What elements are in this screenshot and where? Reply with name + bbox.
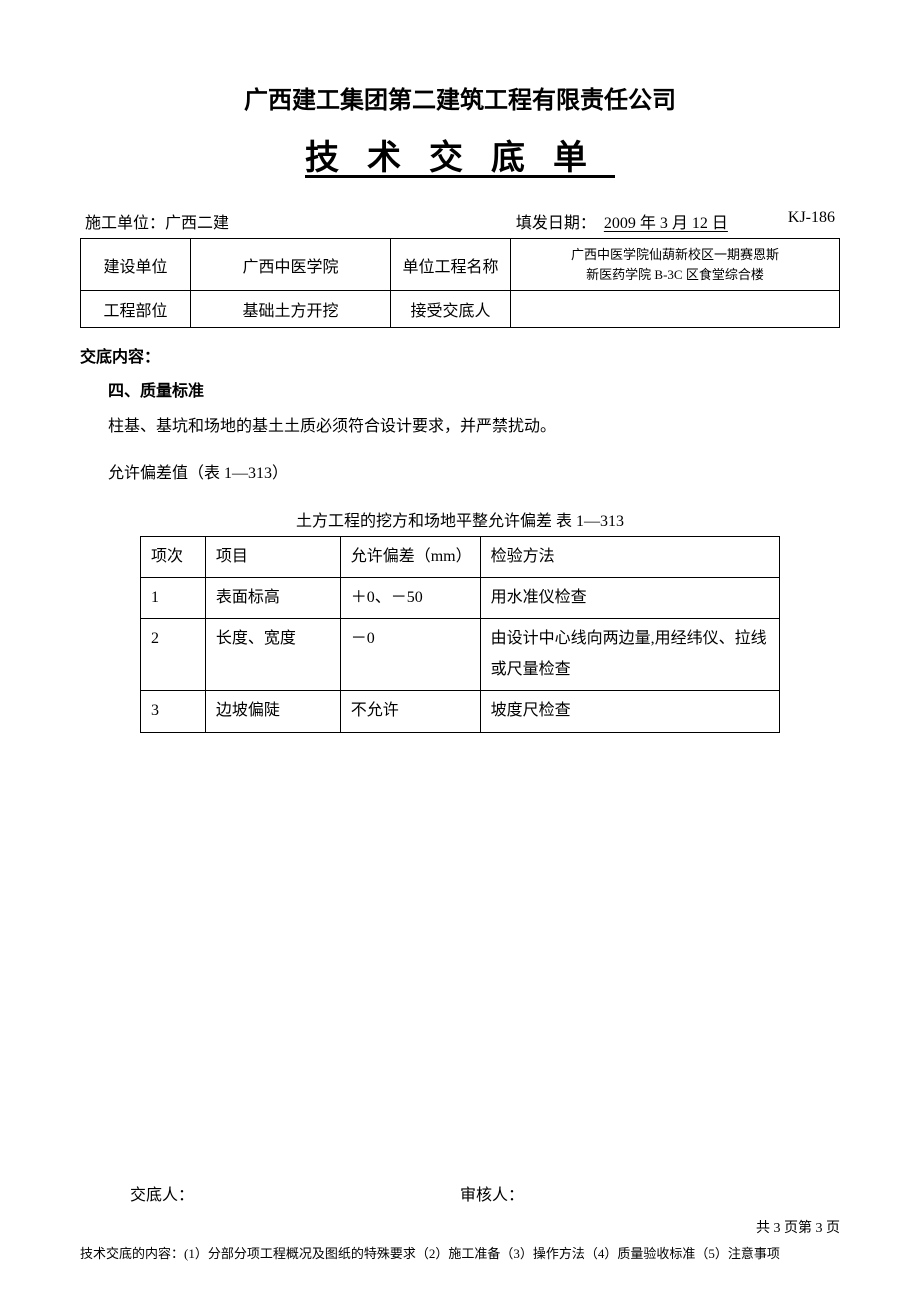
- content-header: 交底内容：: [80, 343, 840, 367]
- info-table: 建设单位 广西中医学院 单位工程名称 广西中医学院仙葫新校区一期赛恩斯 新医药学…: [80, 238, 840, 328]
- build-unit-value: 广西中医学院: [191, 239, 391, 291]
- page-number: 共 3 页第 3 页: [80, 1217, 840, 1237]
- project-name-line2: 新医药学院 B-3C 区食堂综合楼: [586, 267, 764, 282]
- footer-note: 技术交底的内容：(1）分部分项工程概况及图纸的特殊要求（2）施工准备（3）操作方…: [80, 1243, 840, 1262]
- table-row: 3 边坡偏陡 不允许 坡度尺检查: [141, 691, 780, 732]
- project-name-line1: 广西中医学院仙葫新校区一期赛恩斯: [571, 247, 779, 262]
- cell-index: 3: [141, 691, 206, 732]
- cell-method: 由设计中心线向两边量,用经纬仪、拉线或尺量检查: [480, 619, 779, 691]
- build-unit-label: 建设单位: [81, 239, 191, 291]
- recipient-label: 接受交底人: [391, 291, 511, 328]
- table-row: 工程部位 基础土方开挖 接受交底人: [81, 291, 840, 328]
- issue-date-label: 填发日期：: [516, 215, 596, 232]
- th-item: 项目: [205, 536, 340, 577]
- cell-method: 用水准仪检查: [480, 577, 779, 618]
- cell-index: 1: [141, 577, 206, 618]
- paragraph-1: 柱基、基坑和场地的基土土质必须符合设计要求，并严禁扰动。: [108, 413, 840, 442]
- company-title: 广西建工集团第二建筑工程有限责任公司: [80, 80, 840, 115]
- construction-unit-label: 施工单位：: [85, 215, 165, 232]
- cell-deviation: －0: [340, 619, 480, 691]
- cell-item: 表面标高: [205, 577, 340, 618]
- reviewer-label: 审核人：: [460, 1181, 790, 1205]
- document-number: KJ-186: [788, 209, 835, 233]
- project-part-value: 基础土方开挖: [191, 291, 391, 328]
- issue-date-value: 2009 年 3 月 12 日: [604, 215, 728, 232]
- table-row: 项次 项目 允许偏差（mm） 检验方法: [141, 536, 780, 577]
- cell-deviation: 不允许: [340, 691, 480, 732]
- footer: 交底人： 审核人： 共 3 页第 3 页 技术交底的内容：(1）分部分项工程概况…: [80, 1181, 840, 1262]
- th-index: 项次: [141, 536, 206, 577]
- th-method: 检验方法: [480, 536, 779, 577]
- data-table-caption: 土方工程的挖方和场地平整允许偏差 表 1—313: [80, 507, 840, 531]
- construction-unit-value: 广西二建: [165, 215, 229, 232]
- document-title: 技术交底单: [80, 130, 840, 179]
- project-name-value: 广西中医学院仙葫新校区一期赛恩斯 新医药学院 B-3C 区食堂综合楼: [511, 239, 840, 291]
- header-meta: 施工单位：广西二建 填发日期： 2009 年 3 月 12 日 KJ-186: [80, 209, 840, 233]
- cell-item: 边坡偏陡: [205, 691, 340, 732]
- cell-method: 坡度尺检查: [480, 691, 779, 732]
- project-part-label: 工程部位: [81, 291, 191, 328]
- table-row: 1 表面标高 ＋0、－50 用水准仪检查: [141, 577, 780, 618]
- th-deviation: 允许偏差（mm）: [340, 536, 480, 577]
- recipient-value: [511, 291, 840, 328]
- table-row: 建设单位 广西中医学院 单位工程名称 广西中医学院仙葫新校区一期赛恩斯 新医药学…: [81, 239, 840, 291]
- section-title: 四、质量标准: [108, 377, 840, 401]
- deviation-table: 项次 项目 允许偏差（mm） 检验方法 1 表面标高 ＋0、－50 用水准仪检查…: [140, 536, 780, 733]
- project-name-label: 单位工程名称: [391, 239, 511, 291]
- table-row: 2 长度、宽度 －0 由设计中心线向两边量,用经纬仪、拉线或尺量检查: [141, 619, 780, 691]
- presenter-label: 交底人：: [130, 1181, 460, 1205]
- cell-index: 2: [141, 619, 206, 691]
- paragraph-2: 允许偏差值（表 1—313）: [108, 460, 840, 489]
- cell-deviation: ＋0、－50: [340, 577, 480, 618]
- cell-item: 长度、宽度: [205, 619, 340, 691]
